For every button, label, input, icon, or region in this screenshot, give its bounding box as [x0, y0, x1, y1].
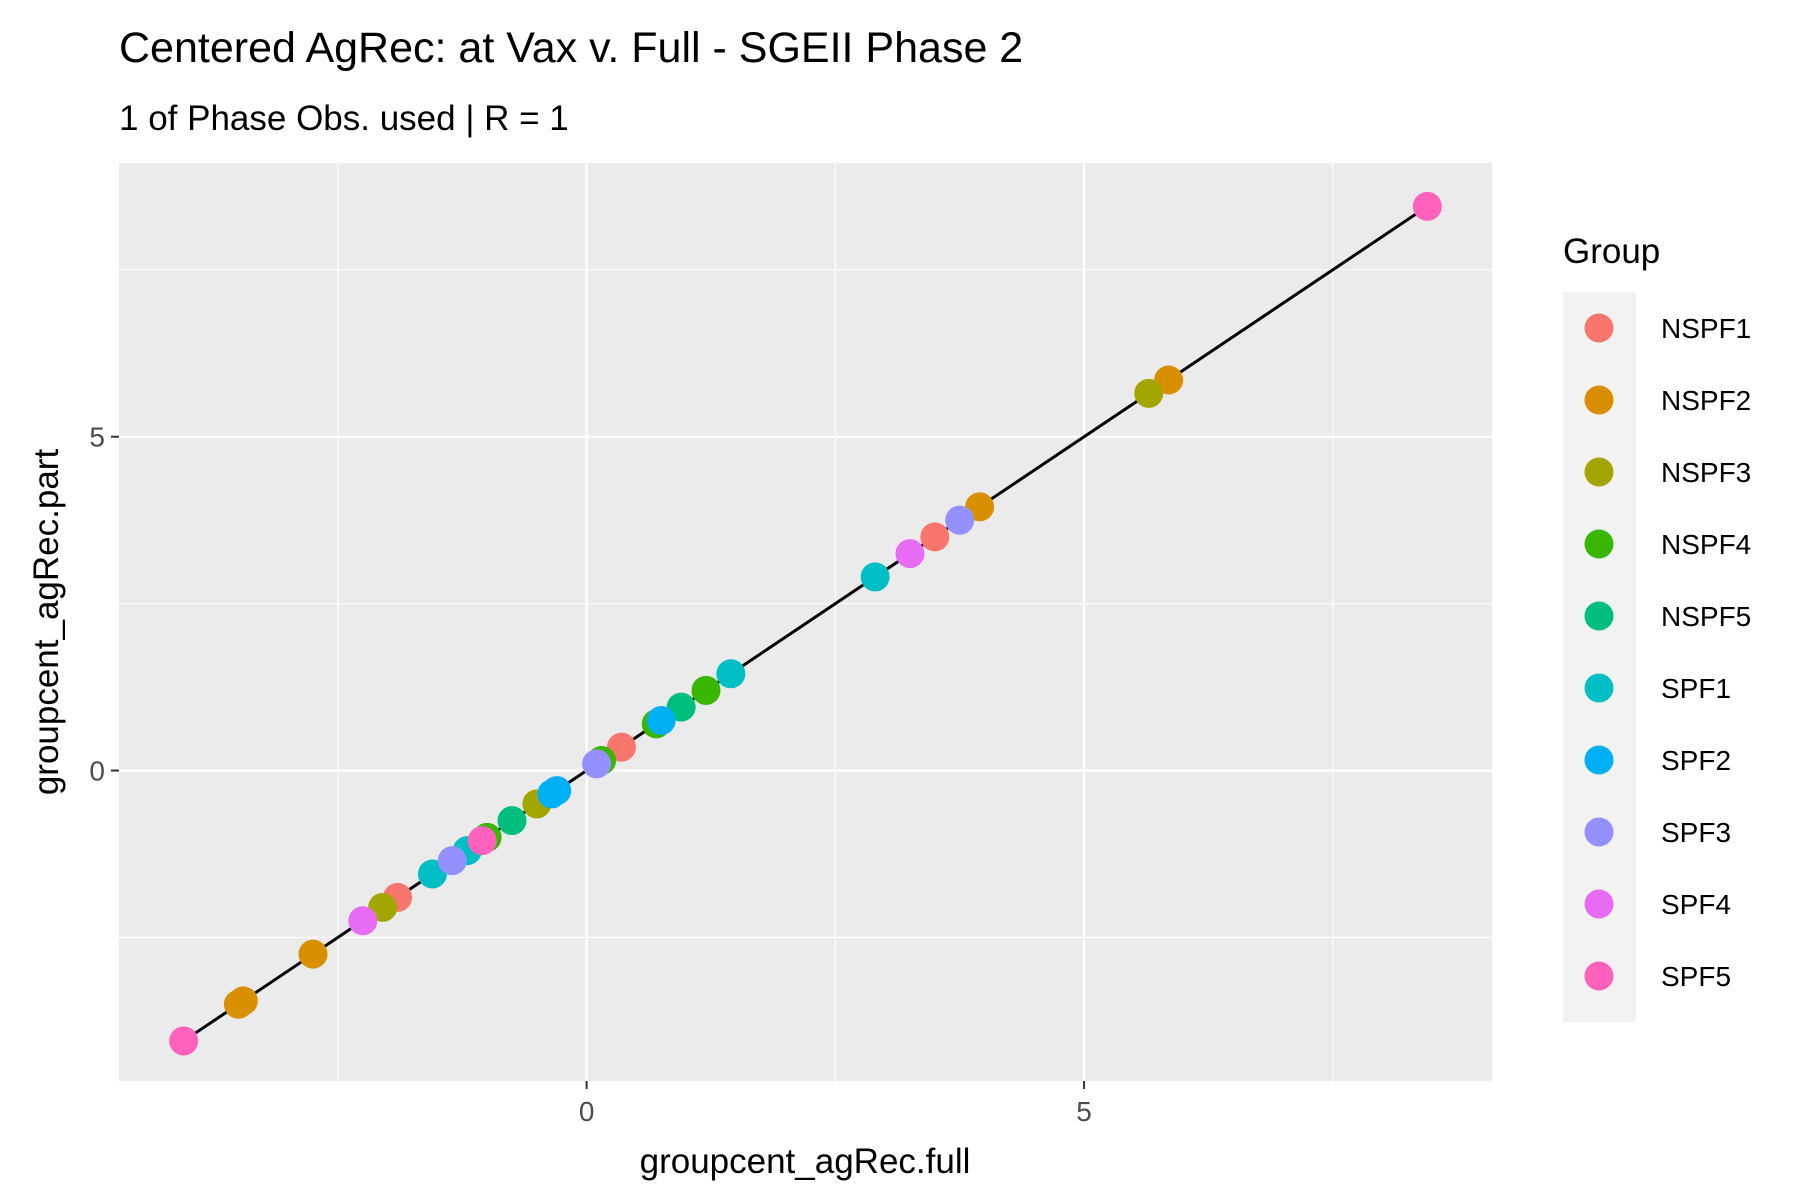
data-point-spf1 [716, 659, 746, 689]
y-axis-title: groupcent_agRec.part [27, 449, 66, 796]
data-point-spf2 [542, 776, 572, 806]
legend-key-nspf4 [1584, 529, 1614, 559]
legend-key-nspf5 [1584, 601, 1614, 631]
points-layer [169, 191, 1442, 1056]
legend: Group NSPF1 NSPF2 NSPF3 NSPF4 NSPF5 SPF1 SPF2 S… [1563, 232, 1751, 1022]
legend-label-nspf2: NSPF2 [1661, 385, 1751, 416]
legend-key-spf4 [1584, 889, 1614, 919]
data-point-nspf3 [1134, 378, 1164, 408]
minor-gridlines [119, 163, 1492, 1081]
y-tick-label: 0 [89, 756, 105, 787]
legend-key-nspf2 [1584, 385, 1614, 415]
legend-key-spf1 [1584, 673, 1614, 703]
legend-label-spf1: SPF1 [1661, 673, 1731, 704]
legend-label-spf4: SPF4 [1661, 889, 1731, 920]
legend-label-spf2: SPF2 [1661, 745, 1731, 776]
legend-label-spf3: SPF3 [1661, 817, 1731, 848]
data-point-spf5 [169, 1026, 199, 1056]
legend-label-nspf1: NSPF1 [1661, 313, 1751, 344]
x-axis-title: groupcent_agRec.full [640, 1142, 971, 1181]
data-point-spf4 [895, 539, 925, 569]
legend-key-nspf1 [1584, 313, 1614, 343]
y-axis-ticks: 05 [89, 422, 119, 787]
data-point-spf4 [348, 906, 378, 936]
major-gridlines [119, 163, 1492, 1081]
data-point-nspf4 [691, 675, 721, 705]
legend-label-nspf5: NSPF5 [1661, 601, 1751, 632]
data-point-spf5 [1412, 191, 1442, 221]
legend-label-nspf4: NSPF4 [1661, 529, 1751, 560]
legend-key-spf5 [1584, 961, 1614, 991]
data-point-spf2 [646, 705, 676, 735]
chart-subtitle: 1 of Phase Obs. used | R = 1 [119, 99, 569, 138]
legend-key-spf2 [1584, 745, 1614, 775]
data-point-spf3 [437, 846, 467, 876]
legend-key-nspf3 [1584, 457, 1614, 487]
data-point-nspf5 [497, 806, 527, 836]
legend-title: Group [1563, 232, 1660, 271]
y-tick-label: 5 [89, 422, 105, 453]
data-point-nspf2 [228, 986, 258, 1016]
legend-label-spf5: SPF5 [1661, 961, 1731, 992]
data-point-spf3 [945, 505, 975, 535]
data-point-spf5 [467, 826, 497, 856]
legend-label-nspf3: NSPF3 [1661, 457, 1751, 488]
data-point-nspf1 [920, 522, 950, 552]
data-point-spf1 [860, 562, 890, 592]
data-point-spf3 [582, 749, 612, 779]
x-tick-label: 5 [1076, 1096, 1092, 1127]
data-point-nspf2 [298, 939, 328, 969]
chart-title: Centered AgRec: at Vax v. Full - SGEII P… [119, 24, 1023, 72]
legend-key-spf3 [1584, 817, 1614, 847]
x-tick-label: 0 [579, 1096, 595, 1127]
